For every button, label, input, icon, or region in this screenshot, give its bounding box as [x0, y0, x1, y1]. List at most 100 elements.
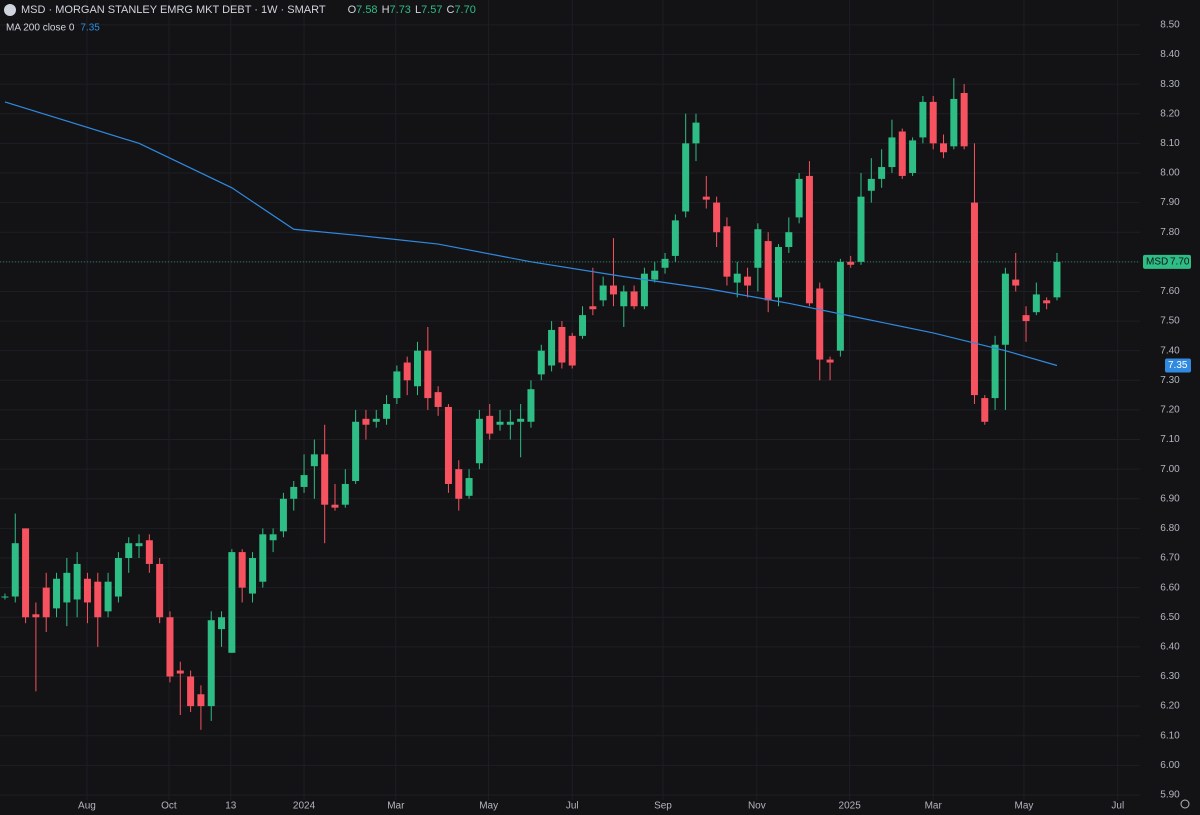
- candle-body: [300, 475, 308, 487]
- candle-body: [826, 359, 834, 363]
- candle-body: [774, 247, 782, 298]
- candle-body: [671, 220, 679, 256]
- candle-body: [135, 543, 143, 547]
- candle-body: [940, 143, 948, 153]
- candle-body: [919, 101, 927, 138]
- ohlc-label: O: [348, 4, 357, 16]
- candle-body: [32, 614, 40, 618]
- candle-body: [620, 291, 628, 307]
- x-tick-label: 2025: [839, 801, 862, 812]
- candle-body: [42, 587, 50, 618]
- candle-body: [248, 558, 256, 594]
- candle-body: [187, 676, 195, 707]
- candle-body: [929, 101, 937, 144]
- candle-body: [1043, 300, 1051, 304]
- x-tick-label: Aug: [78, 801, 96, 812]
- ohlc-label: L: [415, 4, 421, 16]
- y-tick-label: 7.40: [1160, 345, 1180, 356]
- symbol-logo: [4, 4, 16, 16]
- candle-body: [692, 122, 700, 144]
- candle-body: [960, 93, 968, 147]
- candle-body: [609, 285, 617, 295]
- candle-body: [207, 620, 215, 707]
- candle-body: [733, 273, 741, 283]
- y-tick-label: 8.10: [1160, 138, 1180, 149]
- ma-legend-value: 7.35: [80, 23, 100, 34]
- candle-body: [455, 469, 463, 499]
- candle-body: [197, 694, 205, 707]
- candle-body: [754, 229, 762, 268]
- candle-body: [145, 540, 153, 564]
- candle-body: [548, 329, 556, 366]
- candle-body: [805, 175, 813, 304]
- candle-body: [53, 578, 61, 609]
- y-tick-label: 7.10: [1160, 434, 1180, 445]
- y-tick-label: 7.50: [1160, 316, 1180, 327]
- ma-badge: [1165, 358, 1191, 373]
- candle-body: [723, 226, 731, 277]
- candle-body: [114, 558, 122, 597]
- candle-body: [104, 581, 112, 612]
- candle-body: [465, 478, 473, 496]
- x-tick-label: Jul: [1111, 801, 1124, 812]
- candle-body: [1, 596, 9, 598]
- y-tick-label: 6.20: [1160, 701, 1180, 712]
- candle-body: [228, 552, 236, 653]
- y-tick-label: 7.00: [1160, 464, 1180, 475]
- candle-body: [599, 285, 607, 301]
- candle-body: [867, 178, 875, 191]
- candle-body: [785, 232, 793, 248]
- settings-icon[interactable]: [1180, 799, 1190, 809]
- candle-body: [589, 306, 597, 310]
- y-tick-label: 7.90: [1160, 197, 1180, 208]
- candle-body: [269, 534, 277, 541]
- candle-body: [630, 291, 638, 307]
- candle-body: [970, 202, 978, 396]
- candle-body: [475, 418, 483, 464]
- y-tick-label: 8.50: [1160, 20, 1180, 31]
- x-tick-label: 2024: [293, 801, 316, 812]
- x-tick-label: Nov: [748, 801, 766, 812]
- candle-body: [744, 276, 752, 286]
- candle-body: [909, 140, 917, 173]
- candle-body: [341, 483, 349, 505]
- candle-body: [878, 167, 886, 179]
- candle-body: [1053, 261, 1061, 298]
- candle-body: [898, 131, 906, 176]
- candle-body: [383, 403, 391, 419]
- candle-body: [496, 421, 504, 425]
- y-tick-label: 6.60: [1160, 582, 1180, 593]
- candle-body: [558, 326, 566, 363]
- candle-body: [1032, 294, 1040, 313]
- candle-body: [713, 202, 721, 233]
- x-tick-label: 13: [225, 801, 237, 812]
- candle-body: [950, 98, 958, 147]
- candle-body: [331, 504, 339, 508]
- candle-body: [176, 670, 184, 674]
- x-tick-label: Sep: [654, 801, 672, 812]
- candle-body: [640, 273, 648, 307]
- candle-body: [156, 563, 164, 618]
- y-tick-label: 7.20: [1160, 405, 1180, 416]
- candle-body: [857, 196, 865, 262]
- grid: [0, 0, 1140, 800]
- candle-body: [506, 421, 514, 425]
- price-badge: [1143, 254, 1191, 269]
- candle-body: [661, 258, 669, 268]
- candle-body: [403, 362, 411, 381]
- ohlc-label: H: [382, 4, 390, 16]
- candle-body: [218, 617, 226, 630]
- candle-body: [1001, 273, 1009, 345]
- candle-body: [125, 543, 133, 559]
- candle-body: [321, 454, 329, 505]
- ohlc-value: 7.58: [356, 4, 377, 16]
- candle-body: [352, 421, 360, 482]
- candle-body: [537, 350, 545, 375]
- chart-title: MSD · MORGAN STANLEY EMRG MKT DEBT · 1W …: [21, 4, 326, 16]
- y-tick-label: 7.60: [1160, 286, 1180, 297]
- candle-body: [888, 137, 896, 168]
- candle-body: [434, 392, 442, 407]
- y-tick-label: 8.40: [1160, 49, 1180, 60]
- ma-legend-name: MA 200 close 0: [6, 23, 75, 34]
- candle-body: [486, 415, 494, 434]
